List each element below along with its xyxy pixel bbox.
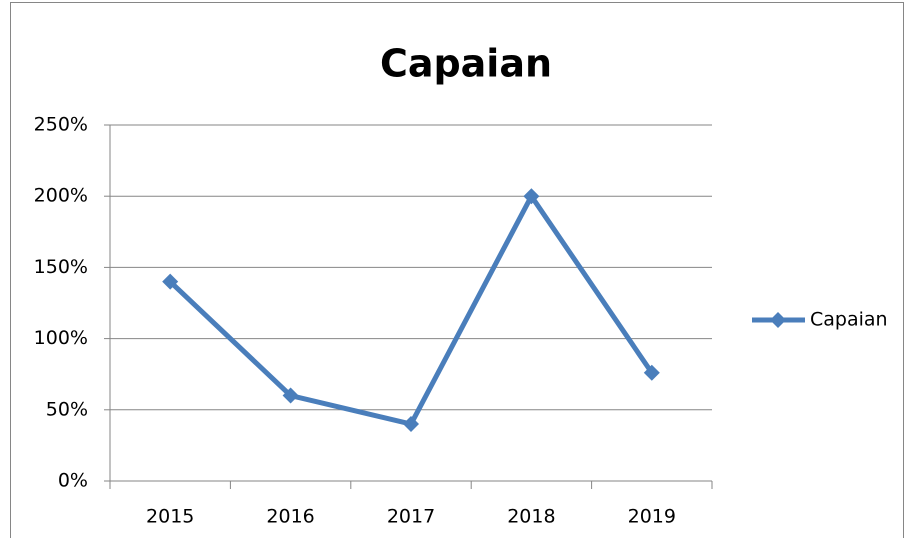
x-tick-label: 2015 <box>146 506 194 528</box>
x-tick-label: 2018 <box>507 506 555 528</box>
marker <box>282 387 299 404</box>
x-tick-label: 2017 <box>387 506 435 528</box>
marker <box>643 364 660 381</box>
marker <box>162 273 179 290</box>
x-tick-label: 2019 <box>628 506 676 528</box>
x-tick-label: 2016 <box>266 506 314 528</box>
y-tick-label: 50% <box>46 398 88 420</box>
y-tick-label: 100% <box>34 327 88 349</box>
y-tick-label: 0% <box>58 470 88 492</box>
marker <box>523 188 540 205</box>
chart-frame <box>10 2 904 538</box>
y-tick-label: 150% <box>34 256 88 278</box>
marker <box>770 312 786 328</box>
marker <box>403 416 419 433</box>
y-tick-label: 250% <box>34 114 88 136</box>
y-tick-label: 200% <box>34 185 88 207</box>
legend-label: Capaian <box>810 309 888 331</box>
chart-title: Capaian <box>380 42 552 86</box>
